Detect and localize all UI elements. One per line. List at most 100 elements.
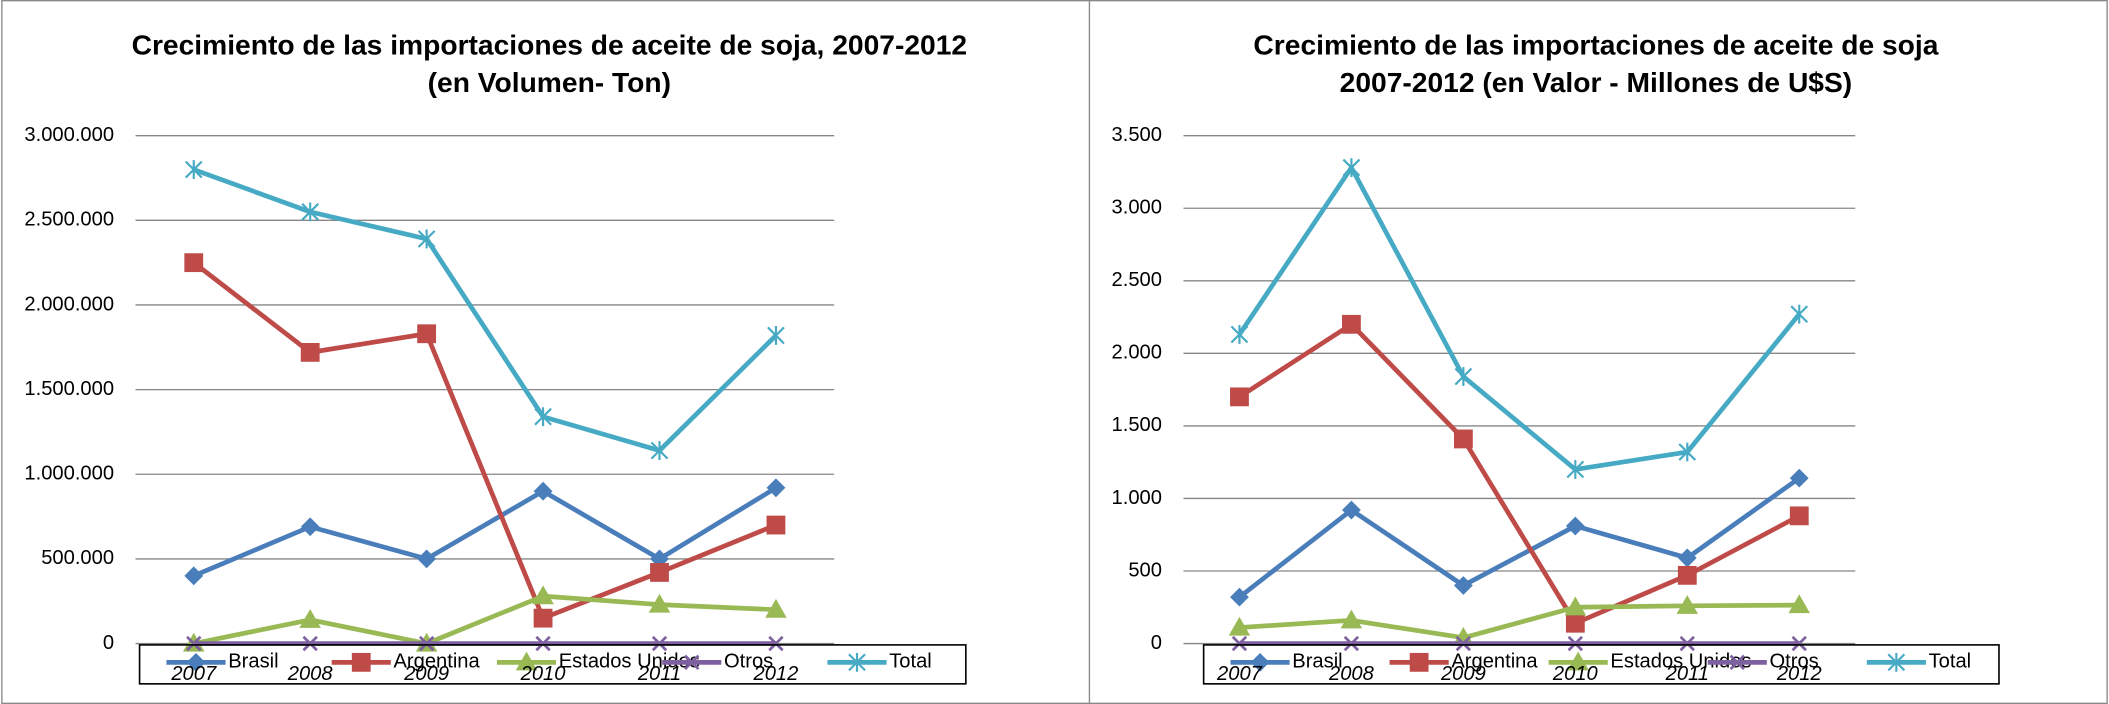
chart-title: Crecimiento de las importaciones de acei… — [1253, 28, 1938, 60]
marker — [418, 635, 435, 652]
marker — [1230, 587, 1249, 607]
marker — [766, 478, 786, 498]
marker — [766, 515, 786, 535]
legend-label: Total — [1929, 651, 1972, 673]
marker — [1788, 594, 1811, 614]
legend-box — [1202, 644, 2000, 685]
marker — [534, 407, 552, 427]
x-tick-label: 2010 — [520, 663, 567, 685]
x-tick-label: 2012 — [753, 663, 799, 685]
y-tick-label: 1.000.000 — [24, 463, 114, 485]
x-tick-label: 2010 — [1552, 663, 1599, 685]
marker — [184, 566, 204, 586]
marker — [1342, 314, 1361, 334]
marker — [533, 608, 553, 628]
marker — [651, 635, 668, 652]
series-line — [1238, 321, 1801, 626]
legend-label: Argentina — [393, 651, 480, 673]
legend-box — [138, 644, 967, 685]
x-tick-label: 2008 — [287, 663, 334, 685]
legend-marker — [515, 651, 538, 671]
series-line — [1239, 602, 1800, 641]
marker — [1228, 616, 1251, 636]
legend-label: Estados Unidos — [1610, 651, 1751, 673]
y-tick-label: 500.000 — [41, 547, 114, 569]
marker — [417, 549, 437, 569]
marker — [648, 593, 671, 613]
x-tick-label: 2007 — [1216, 663, 1263, 685]
legend-label: Estados Unidos — [559, 651, 700, 673]
marker — [1230, 325, 1249, 344]
legend-label: Brasil — [1292, 651, 1342, 673]
y-tick-label: 1.000 — [1112, 487, 1162, 509]
legend-label: Brasil — [228, 651, 278, 673]
marker — [1564, 596, 1587, 616]
series-line — [193, 593, 777, 646]
legend-marker — [1887, 652, 1906, 672]
y-tick-label: 2.000 — [1112, 342, 1162, 364]
x-tick-label: 2007 — [170, 663, 217, 685]
legend-label: Otros — [724, 651, 773, 673]
marker — [1565, 516, 1585, 536]
marker — [650, 563, 669, 582]
marker — [768, 635, 784, 652]
marker — [765, 598, 787, 618]
y-tick-label: 3.500 — [1112, 124, 1162, 146]
legend-marker — [684, 654, 700, 671]
chart-title: Crecimiento de las importaciones de acei… — [132, 28, 968, 60]
legend-marker — [351, 652, 371, 672]
y-tick-label: 2.500 — [1112, 269, 1162, 291]
marker — [1678, 442, 1697, 462]
series-line — [1238, 476, 1801, 599]
legend-label: Argentina — [1451, 651, 1538, 673]
legend-marker — [1729, 654, 1745, 671]
marker — [532, 585, 554, 605]
legend-marker — [1567, 651, 1589, 671]
marker — [1676, 595, 1699, 614]
marker — [1566, 460, 1585, 479]
marker — [1677, 548, 1697, 568]
marker — [1343, 635, 1360, 652]
x-tick-label: 2011 — [1665, 663, 1709, 685]
marker — [1231, 635, 1248, 652]
marker — [1789, 468, 1809, 488]
marker — [1565, 613, 1585, 633]
legend-label: Otros — [1770, 651, 1819, 673]
series-line — [192, 260, 777, 621]
marker — [1340, 609, 1363, 629]
marker — [1342, 158, 1361, 178]
x-tick-label: 2009 — [1440, 663, 1486, 685]
marker — [1455, 635, 1472, 652]
x-tick-label: 2008 — [1328, 663, 1375, 685]
marker — [417, 324, 437, 344]
marker — [1230, 387, 1249, 407]
marker — [1567, 635, 1584, 652]
marker — [1791, 635, 1807, 652]
y-tick-label: 500 — [1128, 559, 1162, 581]
marker — [1453, 429, 1473, 449]
y-tick-label: 2.000.000 — [24, 293, 114, 315]
y-tick-label: 2.500.000 — [24, 209, 114, 231]
chart-title: 2007-2012 (en Valor - Millones de U$S) — [1340, 66, 1853, 98]
chart-title: (en Volumen- Ton) — [428, 66, 671, 98]
legend-marker — [1409, 652, 1429, 672]
marker — [184, 253, 204, 273]
y-tick-label: 0 — [103, 632, 114, 654]
y-tick-label: 1.500.000 — [24, 378, 114, 400]
marker — [301, 202, 320, 222]
marker — [650, 441, 669, 460]
marker — [186, 635, 202, 652]
marker — [1677, 565, 1697, 585]
marker — [417, 229, 436, 249]
marker — [767, 326, 785, 345]
x-tick-label: 2012 — [1776, 663, 1822, 685]
series-line — [192, 167, 778, 453]
marker — [300, 517, 320, 537]
marker — [1789, 506, 1809, 526]
marker — [300, 342, 320, 362]
marker — [184, 160, 203, 179]
y-tick-label: 1.500 — [1112, 414, 1162, 436]
x-tick-label: 2011 — [637, 663, 681, 685]
marker — [299, 609, 321, 628]
